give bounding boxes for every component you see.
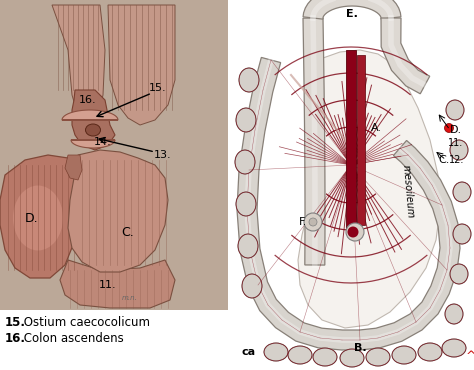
Polygon shape xyxy=(0,155,82,278)
Polygon shape xyxy=(68,150,168,272)
Ellipse shape xyxy=(453,182,471,202)
Text: 16.: 16. xyxy=(79,95,97,105)
Ellipse shape xyxy=(392,346,416,364)
Ellipse shape xyxy=(450,264,468,284)
Text: E.: E. xyxy=(346,9,358,19)
Polygon shape xyxy=(52,5,105,125)
Polygon shape xyxy=(62,110,118,120)
Text: C.: C. xyxy=(438,155,450,165)
Polygon shape xyxy=(72,90,115,150)
Text: Colon ascendens: Colon ascendens xyxy=(20,332,124,344)
Text: 11.: 11. xyxy=(448,138,464,148)
Ellipse shape xyxy=(264,343,288,361)
Polygon shape xyxy=(108,5,175,125)
Text: m.n.: m.n. xyxy=(122,295,138,301)
Text: Ostium caecocolicum: Ostium caecocolicum xyxy=(20,316,150,330)
Ellipse shape xyxy=(340,349,364,367)
Ellipse shape xyxy=(366,348,390,366)
Text: 16.: 16. xyxy=(5,332,26,344)
Text: 14.: 14. xyxy=(94,137,112,147)
Ellipse shape xyxy=(446,100,464,120)
Ellipse shape xyxy=(288,346,312,364)
Text: ca: ca xyxy=(242,347,256,357)
Circle shape xyxy=(346,223,364,241)
Circle shape xyxy=(304,213,322,231)
Polygon shape xyxy=(237,57,460,350)
Ellipse shape xyxy=(313,348,337,366)
Text: 12.: 12. xyxy=(449,155,465,165)
Circle shape xyxy=(347,226,358,238)
Polygon shape xyxy=(298,50,440,328)
Circle shape xyxy=(309,218,317,226)
Text: F.: F. xyxy=(299,217,307,227)
Polygon shape xyxy=(303,0,401,19)
Ellipse shape xyxy=(418,343,442,361)
Text: 15.: 15. xyxy=(5,316,26,330)
Ellipse shape xyxy=(453,224,471,244)
Polygon shape xyxy=(381,18,430,94)
Ellipse shape xyxy=(238,234,258,258)
Text: 11.: 11. xyxy=(99,280,117,290)
Polygon shape xyxy=(60,260,175,308)
Ellipse shape xyxy=(235,150,255,174)
Text: D.: D. xyxy=(25,212,39,225)
Text: ^: ^ xyxy=(466,350,474,363)
Text: A.: A. xyxy=(371,123,382,133)
Polygon shape xyxy=(0,0,228,310)
Ellipse shape xyxy=(236,108,256,132)
Text: D.: D. xyxy=(450,125,462,135)
Ellipse shape xyxy=(236,192,256,216)
Ellipse shape xyxy=(85,124,100,136)
Ellipse shape xyxy=(239,68,259,92)
Ellipse shape xyxy=(442,339,466,357)
Polygon shape xyxy=(346,50,356,230)
Text: 15.: 15. xyxy=(149,83,167,93)
Polygon shape xyxy=(303,18,325,265)
Polygon shape xyxy=(65,155,82,180)
Ellipse shape xyxy=(242,274,262,298)
Ellipse shape xyxy=(13,185,63,250)
Polygon shape xyxy=(231,0,474,370)
Text: B.: B. xyxy=(354,343,366,353)
Polygon shape xyxy=(71,140,115,148)
Text: C.: C. xyxy=(122,225,134,239)
Circle shape xyxy=(445,124,454,132)
Ellipse shape xyxy=(450,140,468,160)
Text: mesoileum: mesoileum xyxy=(401,165,415,219)
Text: 13.: 13. xyxy=(154,150,172,160)
Polygon shape xyxy=(357,55,365,225)
Ellipse shape xyxy=(445,304,463,324)
